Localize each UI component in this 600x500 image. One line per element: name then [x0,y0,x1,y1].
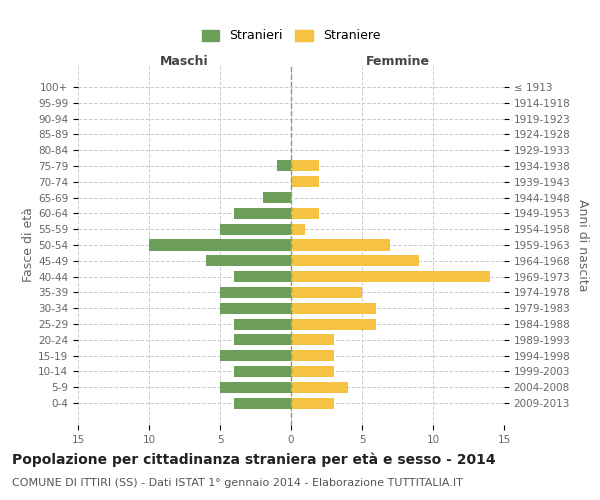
Bar [220,350,291,361]
Bar [234,318,291,330]
Y-axis label: Anni di nascita: Anni di nascita [576,198,589,291]
Bar [234,208,291,219]
Bar [291,350,334,361]
Bar [291,302,376,314]
Bar [234,334,291,345]
Bar [220,302,291,314]
Bar [291,398,334,408]
Bar [234,398,291,408]
Text: Femmine: Femmine [365,55,430,68]
Bar [277,160,291,172]
Bar [206,256,291,266]
Y-axis label: Fasce di età: Fasce di età [22,208,35,282]
Bar [263,192,291,203]
Bar [291,271,490,282]
Bar [220,224,291,234]
Text: Maschi: Maschi [160,55,209,68]
Bar [291,334,334,345]
Bar [291,366,334,377]
Bar [291,176,319,188]
Legend: Stranieri, Straniere: Stranieri, Straniere [197,24,385,48]
Bar [234,271,291,282]
Bar [291,318,376,330]
Bar [291,160,319,172]
Bar [234,366,291,377]
Bar [220,382,291,393]
Bar [220,287,291,298]
Bar [291,208,319,219]
Text: COMUNE DI ITTIRI (SS) - Dati ISTAT 1° gennaio 2014 - Elaborazione TUTTITALIA.IT: COMUNE DI ITTIRI (SS) - Dati ISTAT 1° ge… [12,478,463,488]
Bar [149,240,291,250]
Bar [291,240,391,250]
Bar [291,287,362,298]
Bar [291,224,305,234]
Text: Popolazione per cittadinanza straniera per età e sesso - 2014: Popolazione per cittadinanza straniera p… [12,452,496,467]
Bar [291,256,419,266]
Bar [291,382,348,393]
